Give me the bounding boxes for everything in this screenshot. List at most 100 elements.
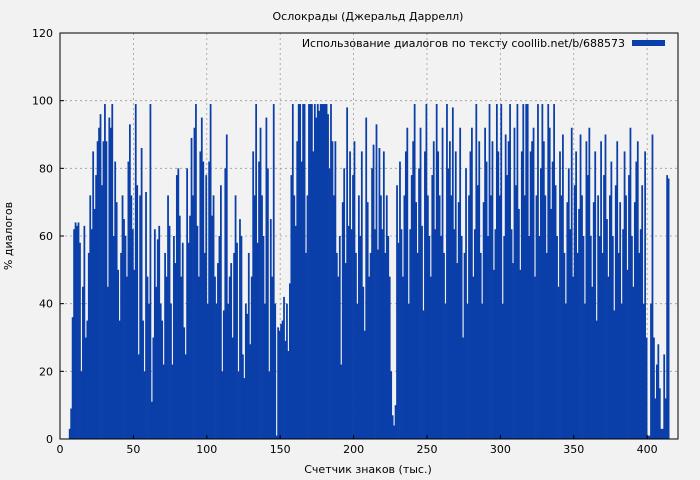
bar <box>261 195 263 439</box>
bar <box>487 236 489 439</box>
bar <box>651 134 654 439</box>
bar <box>441 127 444 439</box>
bar <box>636 141 639 439</box>
bar <box>139 195 142 439</box>
bar <box>272 104 275 440</box>
bar <box>346 107 349 440</box>
bar <box>491 141 494 439</box>
bar <box>171 364 174 439</box>
bar <box>281 320 284 439</box>
bar <box>579 134 582 439</box>
bar <box>231 337 234 439</box>
bar <box>664 398 667 439</box>
bar <box>495 104 498 440</box>
bar <box>275 435 278 439</box>
bar <box>394 405 397 439</box>
bar <box>603 175 605 439</box>
bar <box>371 168 373 439</box>
bar <box>302 104 304 440</box>
bar <box>155 286 158 439</box>
bar <box>424 151 426 440</box>
bar <box>540 168 542 439</box>
bar <box>82 286 84 439</box>
bar <box>274 303 277 439</box>
bar <box>654 398 657 439</box>
bar <box>74 222 77 439</box>
bar <box>426 195 429 439</box>
bar <box>237 371 240 439</box>
bar <box>123 219 125 439</box>
bar <box>177 168 180 439</box>
bar <box>306 195 309 439</box>
bar <box>591 286 594 439</box>
bar <box>368 276 371 439</box>
bar <box>234 195 237 439</box>
bar <box>562 134 564 439</box>
bar <box>375 124 378 439</box>
bar <box>595 320 598 439</box>
bar <box>319 104 322 440</box>
bar <box>195 104 197 440</box>
bar <box>529 151 532 440</box>
bar <box>626 269 629 439</box>
bar <box>572 276 575 439</box>
bar <box>500 104 503 440</box>
bar <box>488 104 491 440</box>
bar <box>167 195 169 439</box>
bar <box>313 104 316 440</box>
bar <box>525 104 528 440</box>
bar <box>513 127 516 439</box>
bar <box>227 303 230 439</box>
bar <box>532 127 535 439</box>
bar <box>644 151 647 440</box>
bar <box>208 161 211 439</box>
bar <box>112 236 115 439</box>
bar <box>111 104 114 440</box>
bar <box>68 428 71 439</box>
bar <box>290 175 293 439</box>
y-tick-label: 80 <box>39 162 53 175</box>
bar <box>625 195 627 439</box>
bar <box>73 229 75 439</box>
bar <box>145 192 147 439</box>
bar <box>647 435 649 439</box>
bar <box>551 161 554 439</box>
bar <box>133 269 136 439</box>
bar <box>151 401 153 439</box>
bar <box>89 195 92 439</box>
bar <box>404 151 407 440</box>
bar <box>212 195 215 439</box>
bar <box>294 225 297 439</box>
bar <box>397 242 400 439</box>
bar <box>333 195 335 439</box>
bar <box>535 195 538 439</box>
bar <box>199 151 202 440</box>
bar <box>164 252 166 439</box>
bar <box>374 229 376 439</box>
bar <box>86 320 89 439</box>
bar <box>481 303 484 439</box>
bar <box>324 104 326 440</box>
y-tick-label: 20 <box>39 365 53 378</box>
bar <box>399 161 401 439</box>
bar <box>152 337 155 439</box>
bar <box>493 269 495 439</box>
bar <box>76 225 78 439</box>
bar <box>620 303 623 439</box>
bar <box>114 161 117 439</box>
bar <box>440 236 442 439</box>
bar <box>588 127 591 439</box>
bar <box>203 252 206 439</box>
bar <box>655 364 658 439</box>
bar <box>650 303 652 439</box>
bar <box>350 229 353 439</box>
bar <box>170 303 172 439</box>
bar <box>341 202 344 439</box>
bar <box>490 195 492 439</box>
bar <box>641 185 644 439</box>
bar <box>419 127 422 439</box>
bar <box>283 296 285 439</box>
bar <box>106 286 109 439</box>
bar <box>575 151 578 440</box>
bar <box>507 141 510 439</box>
